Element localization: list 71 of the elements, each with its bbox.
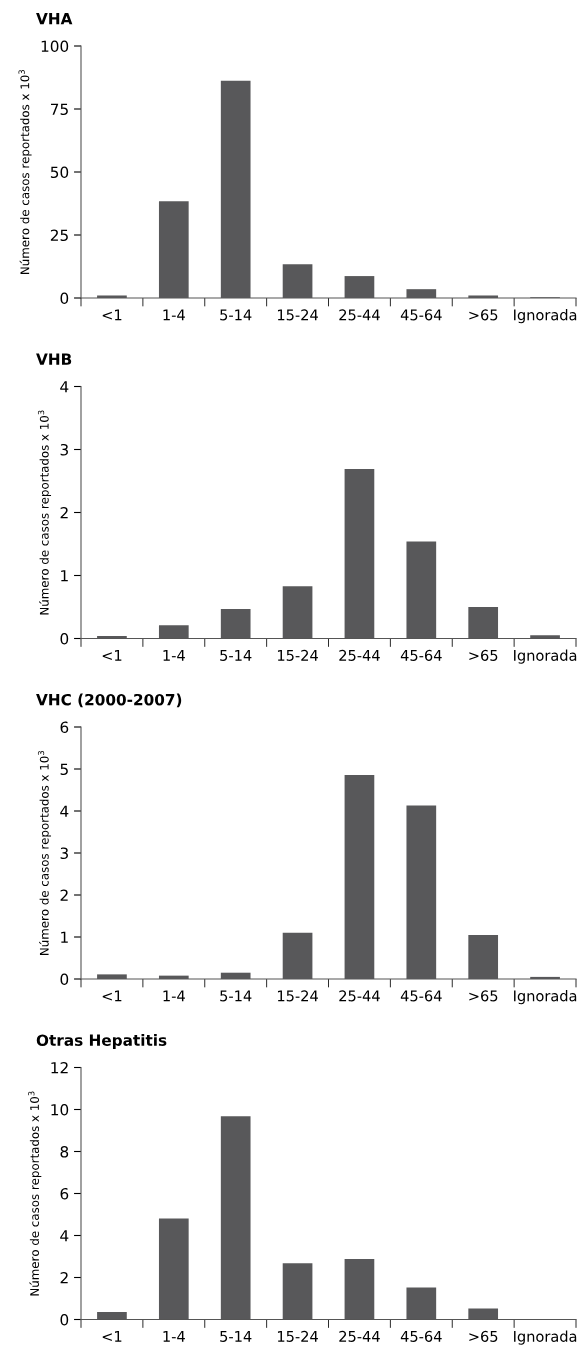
chart-title: VHB	[36, 353, 72, 365]
x-tick-label: 25-44	[339, 1330, 380, 1342]
y-tick-label: 12	[51, 1061, 68, 1074]
x-tick-label: 25-44	[339, 649, 380, 661]
bar	[158, 625, 189, 639]
x-tick-label: >65	[469, 649, 498, 661]
x-tick-label: <1	[102, 990, 122, 1002]
y-tick-label: 3	[60, 847, 68, 860]
y-tick-label: 2	[60, 889, 68, 901]
y-tick-label: 0	[60, 1313, 69, 1326]
chart-title: VHC (2000-2007)	[36, 693, 182, 708]
y-tick-label: 10	[51, 1103, 69, 1116]
x-tick-label: 45-64	[400, 309, 442, 321]
x-tick-label: 15-24	[277, 990, 318, 1002]
x-tick-label: Ignorada	[514, 990, 577, 1005]
bar	[468, 607, 499, 639]
bar	[344, 469, 375, 639]
y-tick-label: 4	[60, 381, 69, 393]
x-tick-label: 15-24	[277, 649, 318, 661]
y-tick-label: 1	[61, 570, 68, 582]
x-tick-label: 1-4	[163, 309, 185, 321]
y-tick-label: 8	[60, 1145, 69, 1158]
y-tick-label: 2	[60, 506, 68, 519]
y-tick-label: 0	[60, 632, 69, 645]
x-tick-label: >65	[469, 990, 498, 1002]
x-tick-label: 1-4	[163, 1331, 185, 1342]
x-tick-label: 5-14	[220, 309, 252, 321]
x-tick-label: 25-44	[339, 309, 380, 321]
x-tick-label: <1	[102, 1331, 122, 1342]
y-tick-label: 50	[50, 166, 69, 179]
x-tick-label: 15-24	[277, 1330, 318, 1342]
x-tick-label: Ignorada	[514, 649, 577, 664]
x-tick-label: 5-14	[220, 990, 252, 1002]
chart-title: VHA	[36, 13, 73, 25]
y-tick-label: 6	[60, 721, 69, 734]
x-tick-label: 5-14	[220, 1331, 252, 1342]
bar	[406, 541, 437, 639]
x-tick-label: 5-14	[220, 650, 252, 661]
bar	[530, 635, 560, 639]
x-tick-label: 25-44	[339, 990, 380, 1002]
x-tick-label: <1	[102, 309, 122, 321]
y-tick-label: 100	[41, 40, 69, 53]
y-tick-label: 6	[60, 1187, 69, 1200]
x-tick-label: >65	[469, 309, 498, 321]
y-axis-title: Número de casos reportados x 10$^{3}$	[37, 751, 52, 955]
x-tick-label: 1-4	[163, 650, 185, 661]
x-tick-label: 45-64	[400, 649, 442, 661]
y-tick-label: 4	[60, 805, 69, 817]
x-tick-label: >65	[469, 1330, 498, 1342]
x-tick-label: <1	[102, 650, 122, 661]
x-tick-label: 45-64	[400, 990, 442, 1002]
x-tick-label: Ignorada	[514, 309, 577, 324]
y-tick-label: 0	[60, 292, 69, 305]
y-tick-label: 0	[60, 973, 69, 986]
y-tick-label: 2	[60, 1271, 68, 1284]
y-axis-title: Número de casos reportados x 10$^{3}$	[28, 1091, 42, 1296]
x-tick-label: 1-4	[163, 990, 185, 1002]
y-tick-label: 1	[61, 931, 68, 943]
y-axis-title: Número de casos reportados x 10$^{3}$	[37, 410, 52, 615]
bar	[220, 608, 251, 639]
y-tick-label: 25	[50, 229, 68, 242]
bar	[282, 586, 313, 639]
x-tick-label: Ignorada	[514, 1330, 577, 1345]
y-axis-title: Número de casos reportados x 10$^{3}$	[18, 70, 32, 274]
y-tick-label: 5	[60, 763, 68, 776]
y-tick-label: 3	[60, 443, 68, 456]
x-tick-label: 45-64	[400, 1330, 442, 1342]
y-tick-label: 75	[51, 103, 68, 116]
chart-title: Otras Hepatitis	[36, 1034, 167, 1049]
y-tick-label: 4	[60, 1230, 69, 1242]
x-tick-label: 15-24	[277, 309, 318, 321]
